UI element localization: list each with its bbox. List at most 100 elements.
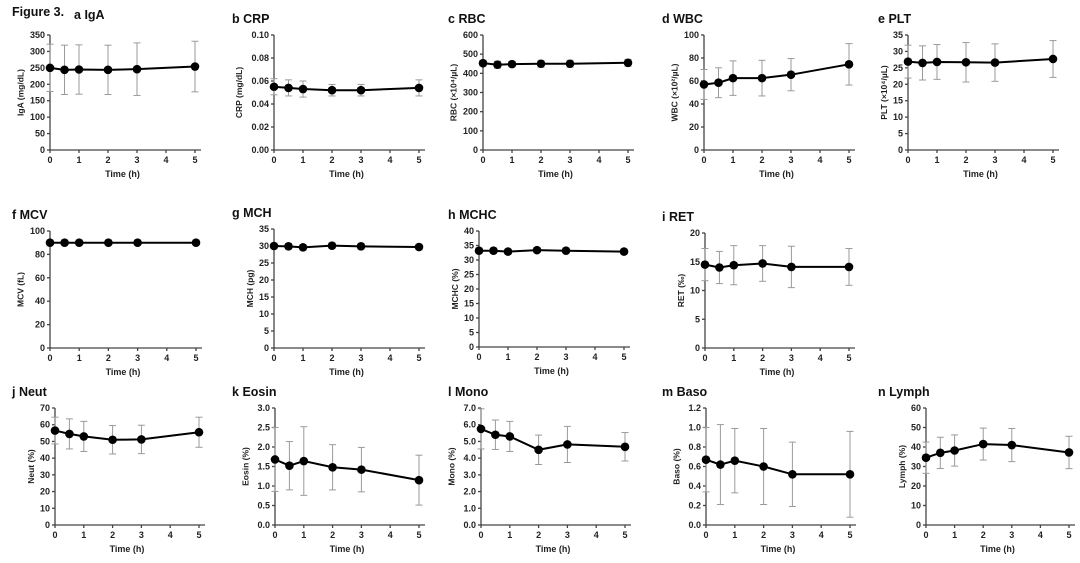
data-point — [493, 60, 502, 70]
x-tick-label: 4 — [1021, 155, 1026, 165]
data-point — [716, 460, 725, 469]
panel-title: e PLT — [878, 12, 911, 26]
y-tick-label: 300 — [30, 46, 45, 56]
panel-letter: g — [232, 206, 243, 220]
panel-e: e PLT 0 5 10 15 20 25 30 35 0 1 2 3 4 5 Time (h) PLT (×1… — [878, 12, 1059, 179]
panel-title: g MCH — [232, 206, 272, 220]
panel-g: g MCH 0 5 10 15 20 25 30 35 0 1 2 3 4 5 Time (h) MCH (pg… — [232, 206, 425, 377]
y-tick-label: 15 — [259, 292, 269, 302]
y-tick-label: 0 — [695, 343, 700, 353]
x-tick-label: 5 — [196, 530, 201, 540]
x-tick-label: 0 — [272, 530, 277, 540]
data-point — [507, 59, 517, 69]
data-point — [757, 73, 767, 83]
x-axis-label: Time (h) — [538, 169, 573, 179]
panel-name: Neut — [19, 385, 48, 399]
x-tick-label: 4 — [1038, 530, 1043, 540]
x-tick-label: 0 — [52, 530, 57, 540]
x-tick-label: 1 — [76, 155, 81, 165]
panel-title: c RBC — [448, 12, 486, 26]
y-tick-label: 50 — [35, 129, 45, 139]
y-tick-label: 350 — [30, 30, 45, 40]
y-tick-label: 0 — [916, 520, 921, 530]
x-tick-label: 5 — [1066, 530, 1071, 540]
panel-j: j Neut 0 10 20 30 40 50 60 70 0 1 2 3 4 5 Time (h) Neut … — [11, 385, 205, 554]
data-point — [327, 85, 337, 95]
y-tick-label: 0.4 — [688, 481, 701, 491]
data-point — [978, 439, 988, 449]
panel-name: Lymph — [889, 385, 930, 399]
y-tick-label: 15 — [690, 257, 700, 267]
x-tick-label: 1 — [300, 353, 305, 363]
y-tick-label: 0 — [694, 145, 699, 155]
data-point — [623, 58, 633, 68]
x-tick-label: 3 — [567, 155, 572, 165]
data-point — [932, 57, 942, 67]
y-axis-label: MCH (pg) — [245, 269, 255, 307]
series-line — [703, 63, 850, 86]
y-tick-label: 35 — [259, 224, 269, 234]
x-tick-label: 0 — [702, 353, 707, 363]
y-axis-label: MCV (fL) — [16, 272, 26, 307]
data-point — [730, 456, 740, 465]
y-tick-label: 40 — [464, 226, 474, 236]
panel-name: RBC — [458, 12, 485, 26]
y-tick-label: 10 — [690, 286, 700, 296]
y-tick-label: 80 — [689, 53, 699, 63]
series-line — [54, 429, 200, 441]
x-axis-label: Time (h) — [963, 169, 998, 179]
data-point — [474, 246, 484, 256]
x-tick-label: 0 — [923, 530, 928, 540]
data-point — [489, 246, 498, 256]
panel-name: MCH — [243, 206, 271, 220]
data-point — [903, 57, 913, 66]
data-point — [137, 435, 146, 444]
y-tick-label: 400 — [463, 68, 478, 78]
y-tick-label: 35 — [464, 241, 474, 251]
data-point — [921, 453, 931, 463]
panel-k: k Eosin 0.0 0.5 1.0 1.5 2.0 2.5 3.0 0 1 2 3 4 5 Time (… — [232, 385, 425, 554]
y-tick-label: 7.0 — [463, 403, 476, 413]
data-point — [103, 65, 113, 75]
data-point — [532, 245, 542, 255]
x-tick-label: 5 — [846, 353, 851, 363]
x-tick-label: 3 — [992, 155, 997, 165]
figure-label: Figure 3. — [12, 5, 64, 19]
x-tick-label: 2 — [534, 352, 539, 362]
panel-letter: f — [12, 208, 20, 222]
x-tick-label: 4 — [594, 530, 599, 540]
y-tick-label: 60 — [911, 403, 921, 413]
y-tick-label: 40 — [35, 296, 45, 306]
data-point — [503, 247, 513, 256]
x-tick-label: 5 — [193, 353, 198, 363]
x-tick-label: 3 — [134, 155, 139, 165]
x-tick-label: 5 — [847, 530, 852, 540]
panel-title: b CRP — [232, 12, 270, 26]
y-tick-label: 3.0 — [257, 403, 270, 413]
x-axis-label: Time (h) — [759, 169, 794, 179]
x-tick-label: 5 — [846, 155, 851, 165]
x-tick-label: 1 — [952, 530, 957, 540]
x-tick-label: 2 — [981, 530, 986, 540]
data-point — [284, 242, 293, 251]
panel-m: m Baso 0.0 0.2 0.4 0.6 0.8 1.0 1.2 0 1 2 3 4 5 Time (h… — [662, 385, 856, 554]
data-point — [563, 440, 572, 449]
y-tick-label: 20 — [911, 481, 921, 491]
y-tick-label: 3.0 — [463, 470, 476, 480]
series-line — [704, 262, 849, 269]
panel-letter: c — [448, 12, 458, 26]
y-tick-label: 0 — [45, 520, 50, 530]
x-tick-label: 2 — [536, 530, 541, 540]
series-line — [705, 458, 850, 476]
panel-letter: d — [662, 12, 673, 26]
panel-name: MCV — [20, 208, 48, 222]
data-point — [327, 241, 337, 250]
series-line — [49, 65, 196, 71]
data-point — [298, 243, 308, 252]
panel-d: d WBC 0 20 40 60 80 100 0 1 2 3 4 5 Time (h) WBC (×10²… — [662, 12, 855, 179]
data-point — [728, 73, 738, 83]
x-tick-label: 3 — [788, 155, 793, 165]
y-tick-label: 5 — [898, 129, 903, 139]
y-axis-label: RET (‰) — [676, 274, 686, 308]
panel-name: MCHC — [459, 208, 497, 222]
